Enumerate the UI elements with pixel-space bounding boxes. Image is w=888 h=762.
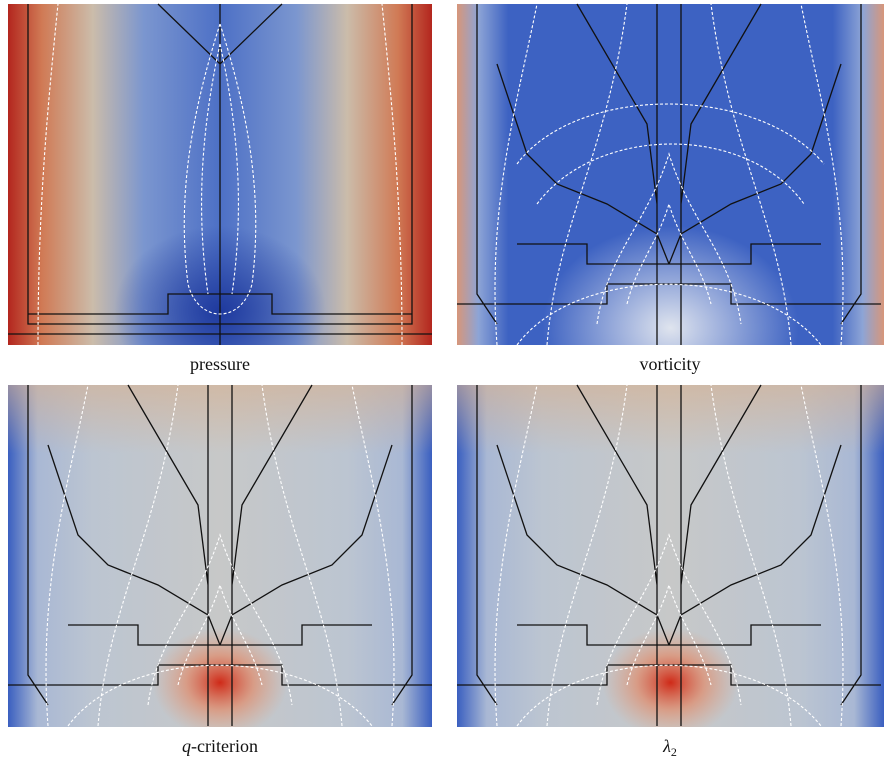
panel-pressure	[8, 4, 432, 345]
caption-text: -criterion	[191, 736, 258, 756]
caption: q-criterion	[182, 736, 258, 756]
figure: pressure vorticity q-criterion λ2	[0, 0, 888, 762]
caption: pressure	[190, 354, 250, 374]
caption-subscript: 2	[671, 745, 677, 759]
caption-symbol: q	[182, 736, 191, 756]
caption: vorticity	[640, 354, 701, 374]
panel-q-criterion	[8, 385, 432, 727]
panel-vorticity	[457, 4, 884, 345]
caption: λ2	[662, 736, 677, 759]
panel-lambda2	[457, 385, 884, 727]
caption-symbol: λ	[662, 736, 671, 756]
